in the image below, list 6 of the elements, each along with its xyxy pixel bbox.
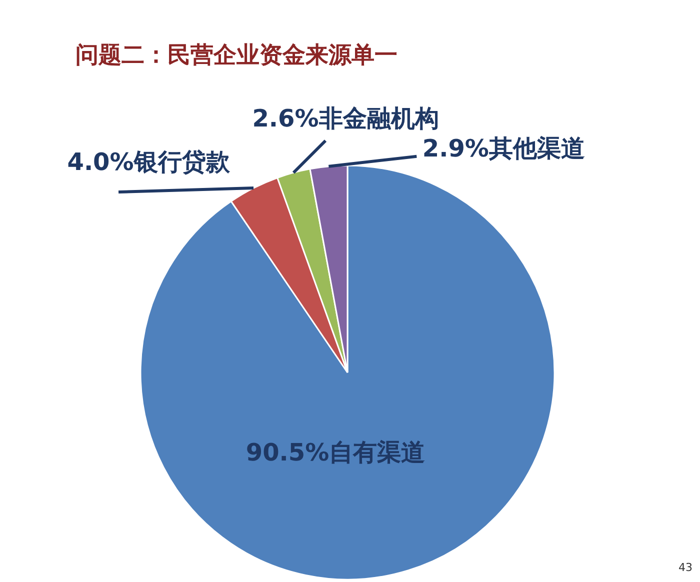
slice-label: 2.9%其他渠道: [422, 134, 585, 162]
slice-label: 90.5%自有渠道: [246, 438, 426, 466]
slice-label: 2.6%非金融机构: [252, 104, 439, 133]
text: 43: [678, 561, 693, 574]
chart-title: 问题二：民营企业资金来源单一: [76, 42, 398, 68]
slice-label: 4.0%银行贷款: [67, 148, 231, 176]
